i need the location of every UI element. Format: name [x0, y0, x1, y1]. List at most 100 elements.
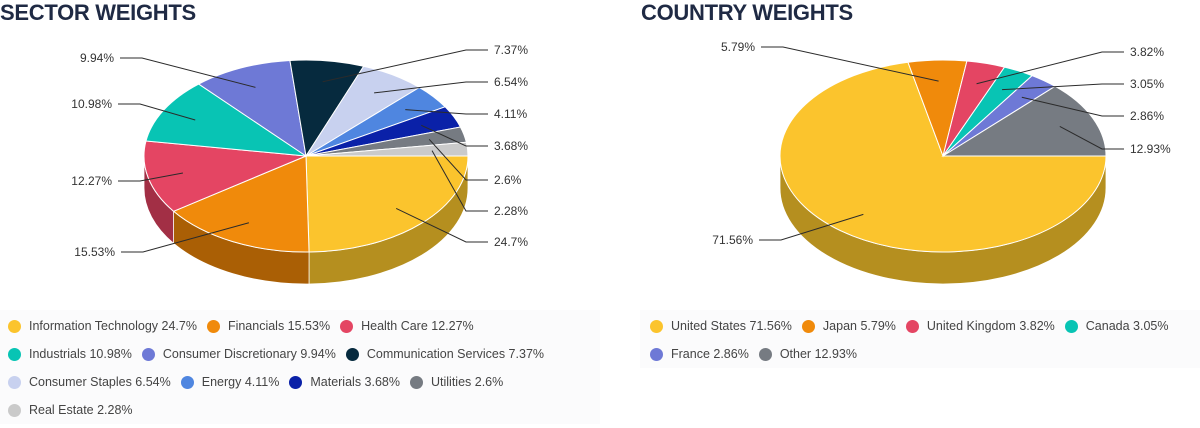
- country-weights-panel: COUNTRY WEIGHTS 71.56% 5.79% 3.82% 3.05% 2.8…: [640, 0, 1200, 428]
- data-label-other: 12.93%: [1130, 142, 1171, 156]
- data-label-materials: 3.68%: [494, 139, 528, 153]
- leader-line-consumer-staples: [374, 81, 488, 94]
- leader-line-energy: [405, 109, 488, 115]
- legend-item-japan[interactable]: Japan 5.79%: [801, 316, 896, 336]
- legend-item-financials[interactable]: Financials 15.53%: [206, 316, 331, 336]
- pie-slice-health-care[interactable]: [143, 140, 307, 212]
- legend-dot-icon: [1064, 319, 1078, 333]
- leader-line-utilities: [428, 138, 488, 181]
- pie-slice-information-technology[interactable]: [305, 155, 469, 253]
- legend-dot-icon: [141, 347, 155, 361]
- legend-label: France 2.86%: [671, 347, 749, 361]
- legend-item-utilities[interactable]: Utilities 2.6%: [409, 372, 504, 392]
- legend-item-united-kingdom[interactable]: United Kingdom 3.82%: [905, 316, 1055, 336]
- data-label-information-technology: 24.7%: [494, 235, 528, 249]
- legend-label: Consumer Staples 6.54%: [29, 375, 171, 389]
- sector-weights-title: SECTOR WEIGHTS: [0, 0, 196, 25]
- pie-slice-real-estate[interactable]: [305, 141, 469, 157]
- leader-line-japan: [761, 46, 939, 82]
- legend-dot-icon: [8, 319, 21, 333]
- legend-item-consumer-discretionary[interactable]: Consumer Discretionary 9.94%: [141, 344, 336, 364]
- legend-dot-icon: [8, 375, 21, 389]
- leader-line-other: [1059, 125, 1124, 150]
- legend-dot-icon: [206, 319, 220, 333]
- data-label-consumer-staples: 6.54%: [494, 75, 528, 89]
- leader-line-canada: [1002, 83, 1124, 91]
- legend-dot-icon: [409, 375, 423, 389]
- data-label-united-states: 71.56%: [712, 233, 753, 247]
- legend-item-france[interactable]: France 2.86%: [650, 344, 749, 364]
- legend-item-communication-services[interactable]: Communication Services 7.37%: [345, 344, 545, 364]
- legend-item-canada[interactable]: Canada 3.05%: [1064, 316, 1169, 336]
- legend-label: Communication Services 7.37%: [366, 347, 545, 361]
- legend-label: Real Estate 2.28%: [29, 403, 133, 417]
- data-label-industrials: 10.98%: [71, 97, 112, 111]
- leader-line-united-kingdom: [976, 51, 1124, 85]
- country-legend: United States 71.56% Japan 5.79% United Ki…: [640, 310, 1200, 368]
- legend-dot-icon: [905, 319, 919, 333]
- legend-label: United Kingdom 3.82%: [926, 319, 1055, 333]
- pie-slice-consumer-discretionary[interactable]: [197, 59, 307, 158]
- legend-label: Financials 15.53%: [227, 319, 331, 333]
- legend-dot-icon: [345, 347, 359, 361]
- legend-label: Information Technology 24.7%: [29, 319, 197, 333]
- data-label-health-care: 12.27%: [71, 174, 112, 188]
- leader-line-consumer-discretionary: [120, 57, 256, 88]
- data-label-united-kingdom: 3.82%: [1130, 45, 1164, 59]
- country-weights-title: COUNTRY WEIGHTS: [641, 0, 853, 25]
- data-label-real-estate: 2.28%: [494, 204, 528, 218]
- data-label-france: 2.86%: [1130, 109, 1164, 123]
- leader-line-industrials: [118, 103, 196, 121]
- leader-line-health-care: [118, 172, 184, 182]
- legend-item-health-care[interactable]: Health Care 12.27%: [340, 316, 474, 336]
- legend-dot-icon: [650, 347, 663, 361]
- sector-weights-panel: SECTOR WEIGHTS 24.7% 15.53% 12.27% 10.98% 9.…: [0, 0, 600, 424]
- data-label-energy: 4.11%: [494, 107, 527, 121]
- legend-label: United States 71.56%: [671, 319, 792, 333]
- legend-label: Utilities 2.6%: [430, 375, 504, 389]
- data-label-japan: 5.79%: [721, 40, 755, 54]
- data-label-communication-services: 7.37%: [494, 43, 528, 57]
- leader-line-united-states: [759, 213, 864, 241]
- sector-pie-chart: 24.7% 15.53% 12.27% 10.98% 9.94% 7.37% 6.54% 4.…: [71, 43, 528, 285]
- leader-line-communication-services: [322, 49, 488, 83]
- legend-dot-icon: [650, 319, 663, 333]
- pie-slice-financials[interactable]: [172, 155, 310, 253]
- legend-item-united-states[interactable]: United States 71.56%: [650, 316, 792, 336]
- leader-line-real-estate: [431, 150, 488, 212]
- legend-item-industrials[interactable]: Industrials 10.98%: [8, 344, 132, 364]
- legend-label: Industrials 10.98%: [29, 347, 132, 361]
- leader-line-france: [1021, 96, 1124, 117]
- leader-line-materials: [421, 124, 488, 147]
- legend-label: Materials 3.68%: [310, 375, 400, 389]
- leader-line-financials: [121, 222, 250, 253]
- legend-label: Japan 5.79%: [822, 319, 896, 333]
- legend-item-real-estate[interactable]: Real Estate 2.28%: [8, 400, 133, 420]
- data-label-financials: 15.53%: [74, 245, 115, 259]
- pie-slice-other[interactable]: [941, 85, 1107, 157]
- data-label-consumer-discretionary: 9.94%: [80, 51, 114, 65]
- legend-label: Canada 3.05%: [1085, 319, 1169, 333]
- legend-label: Consumer Discretionary 9.94%: [162, 347, 336, 361]
- legend-item-other[interactable]: Other 12.93%: [758, 344, 857, 364]
- legend-label: Other 12.93%: [779, 347, 857, 361]
- sector-legend: Information Technology 24.7% Financials 1…: [0, 310, 600, 424]
- legend-dot-icon: [8, 403, 21, 417]
- data-label-utilities: 2.6%: [494, 173, 522, 187]
- legend-label: Energy 4.11%: [201, 375, 280, 389]
- pie-slice-industrials[interactable]: [145, 83, 307, 157]
- legend-dot-icon: [801, 319, 815, 333]
- legend-dot-icon: [758, 347, 772, 361]
- legend-dot-icon: [180, 375, 194, 389]
- legend-dot-icon: [289, 375, 303, 389]
- data-label-canada: 3.05%: [1130, 77, 1164, 91]
- legend-item-energy[interactable]: Energy 4.11%: [180, 372, 280, 392]
- legend-item-consumer-staples[interactable]: Consumer Staples 6.54%: [8, 372, 171, 392]
- country-pie-chart: 71.56% 5.79% 3.82% 3.05% 2.86% 12.93%: [712, 40, 1171, 285]
- legend-dot-icon: [340, 319, 354, 333]
- legend-dot-icon: [8, 347, 21, 361]
- legend-label: Health Care 12.27%: [361, 319, 474, 333]
- legend-item-information-technology[interactable]: Information Technology 24.7%: [8, 316, 197, 336]
- leader-line-information-technology: [395, 207, 488, 243]
- legend-item-materials[interactable]: Materials 3.68%: [289, 372, 400, 392]
